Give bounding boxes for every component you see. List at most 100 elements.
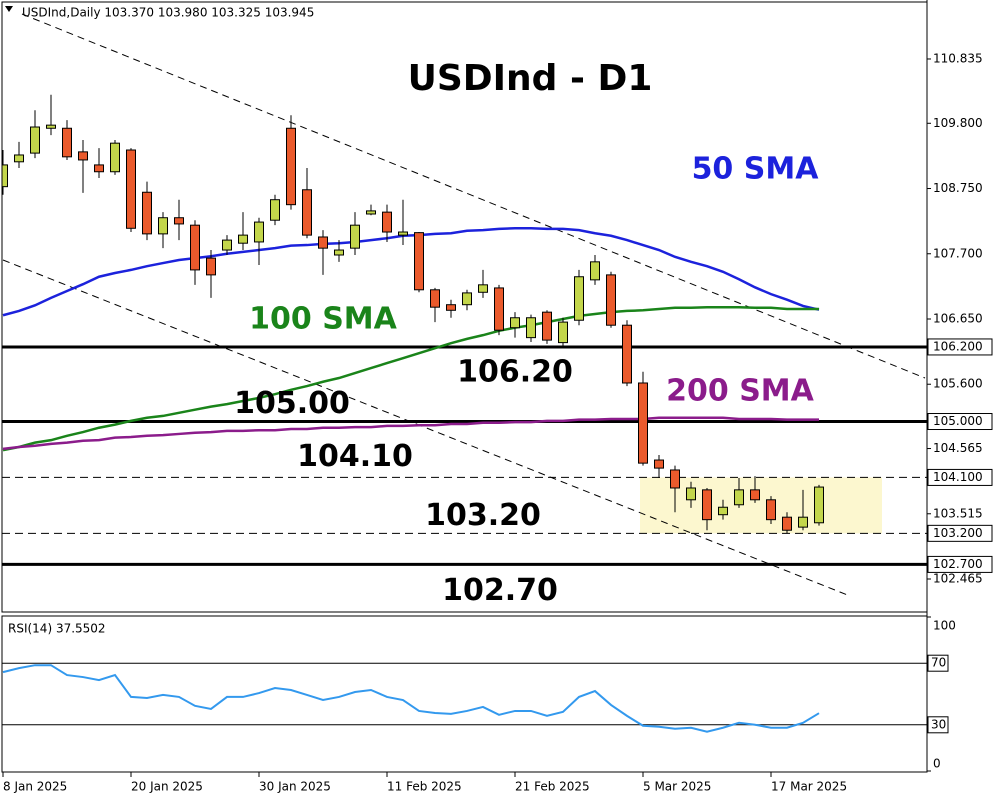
level-annotation: 104.10 — [297, 439, 413, 474]
candle-body — [718, 506, 728, 516]
level-label-box — [927, 524, 993, 542]
candle-body — [510, 317, 520, 329]
level-label-box — [927, 716, 949, 734]
level-annotation: 102.70 — [442, 573, 558, 608]
candle-body — [254, 221, 264, 243]
sma-line — [2, 305, 819, 452]
candle-body — [686, 487, 696, 501]
price-panel: 50 SMA 100 SMA 200 SMA 106.20 105.00 104.10 10… — [2, 13, 927, 608]
candle-body — [190, 224, 200, 271]
candle-body — [606, 274, 616, 326]
candle-body — [334, 249, 344, 256]
x-tick-label: 21 Feb 2025 — [515, 780, 590, 794]
sma-label: 100 SMA — [249, 302, 398, 337]
level-label: 30 — [931, 717, 946, 731]
candle-body — [238, 234, 248, 244]
level-label: 106.200 — [933, 339, 983, 353]
y-tick-label: 106.650 — [933, 311, 983, 325]
candle-body — [382, 211, 392, 233]
candle-body — [478, 284, 488, 293]
sma-line — [2, 227, 820, 317]
x-tick-label: 17 Mar 2025 — [771, 780, 847, 794]
candle-body — [398, 231, 408, 236]
level-label-box — [927, 654, 949, 672]
candle-body — [94, 164, 104, 173]
level-annotation: 106.20 — [457, 354, 573, 389]
candle-body — [814, 486, 824, 524]
candle-body — [590, 261, 600, 281]
candle-body — [430, 289, 440, 308]
candle-body — [734, 489, 744, 506]
candle-body — [558, 321, 568, 344]
level-label-box — [927, 468, 993, 486]
candle-body — [414, 232, 424, 291]
level-label: 104.100 — [933, 470, 983, 484]
candle-body — [542, 311, 552, 341]
level-label-box — [927, 338, 993, 356]
price-back — [640, 477, 882, 534]
candle-body — [766, 499, 776, 521]
x-tick-label: 30 Jan 2025 — [259, 780, 331, 794]
candle-body — [2, 164, 8, 188]
candle-body — [302, 189, 312, 236]
candle-body — [14, 154, 24, 163]
candle-body — [494, 287, 504, 331]
candle-body — [782, 516, 792, 531]
candle-body — [526, 317, 536, 339]
level-label: 102.700 — [933, 557, 983, 571]
level-label: 103.200 — [933, 526, 983, 540]
y-tick-label: 110.835 — [933, 51, 983, 65]
candle-body — [158, 217, 168, 235]
candle-body — [318, 236, 328, 249]
candle-body — [62, 127, 72, 158]
candle-body — [622, 324, 632, 384]
rsi-title: RSI(14) 37.5502 — [8, 622, 106, 636]
trend-line — [21, 13, 926, 379]
y-tick-label: 109.800 — [933, 116, 983, 130]
rsi-line — [2, 664, 820, 733]
candle-body — [670, 469, 680, 489]
y-tick-label: 0 — [933, 757, 941, 771]
level-annotation: 105.00 — [234, 386, 350, 421]
chart-title: USDInd - D1 — [408, 58, 653, 99]
candle-body — [78, 151, 88, 161]
sma-line — [2, 416, 819, 451]
trend-line — [2, 259, 851, 597]
y-tick-label: 103.515 — [933, 506, 983, 520]
level-annotation: 103.20 — [425, 498, 541, 533]
x-tick-label: 8 Jan 2025 — [3, 780, 67, 794]
y-tick-label: 107.700 — [933, 246, 983, 260]
rsi-panel — [2, 662, 927, 733]
level-label-box — [927, 555, 993, 573]
x-tick-label: 5 Mar 2025 — [643, 780, 711, 794]
y-tick-label: 105.600 — [933, 377, 983, 391]
axes: 110.835 109.800 108.750 107.700 106.650 105.6… — [2, 0, 993, 794]
price-front: 50 SMA 100 SMA 200 SMA 106.20 105.00 104.10 10… — [2, 94, 927, 608]
x-tick-label: 11 Feb 2025 — [387, 780, 462, 794]
candle-body — [110, 142, 120, 173]
level-label: 70 — [931, 656, 946, 670]
y-tick-label: 102.465 — [933, 572, 983, 586]
candle-body — [574, 276, 584, 321]
candle-body — [270, 199, 280, 221]
candle-body — [206, 257, 216, 276]
candle-body — [798, 516, 808, 528]
x-tick-label: 20 Jan 2025 — [131, 780, 203, 794]
level-label: 105.000 — [933, 414, 983, 428]
candle-body — [222, 239, 232, 251]
candle-body — [142, 191, 152, 235]
candle-body — [702, 489, 712, 521]
candle-body — [126, 149, 136, 229]
candle-body — [286, 127, 296, 206]
range-highlight — [640, 477, 882, 534]
chart-subtitle: USDInd,Daily 103.370 103.980 103.325 103… — [22, 6, 314, 20]
candle-body — [46, 124, 56, 129]
candle-body — [462, 292, 472, 306]
y-tick-label: 108.750 — [933, 181, 983, 195]
candle-body — [750, 489, 760, 501]
candle-body — [174, 217, 184, 225]
y-tick-label: 100 — [933, 619, 956, 633]
